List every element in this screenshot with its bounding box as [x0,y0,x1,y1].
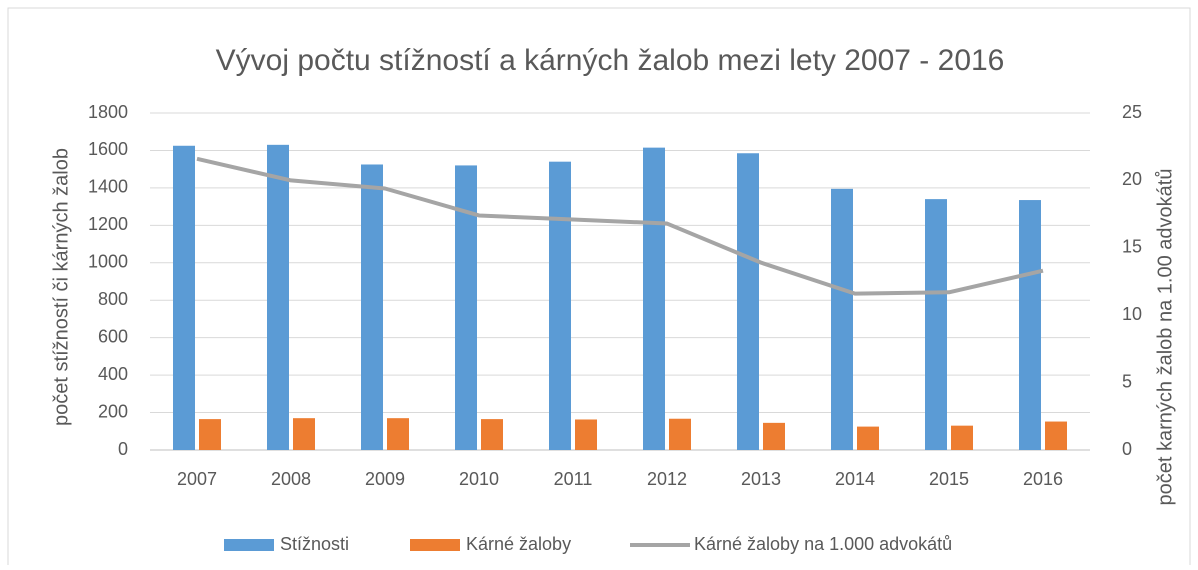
y-tick-label: 1800 [88,102,128,122]
x-tick-label: 2014 [835,469,875,489]
y2-axis-title: počet karných žalob na 1.00 advokátů [1154,169,1176,506]
y-tick-label: 600 [98,326,128,346]
legend-swatch [410,539,460,551]
legend-swatch [224,539,274,551]
y-tick-label: 200 [98,401,128,421]
line [196,156,1044,296]
y-tick-label: 1000 [88,252,128,272]
x-tick-label: 2012 [647,469,687,489]
bar [763,422,785,450]
y-tick-label: 800 [98,289,128,309]
x-tick-label: 2015 [929,469,969,489]
bar [857,426,879,450]
bar [199,419,221,450]
y2-tick-label: 25 [1122,102,1142,122]
bar [267,144,289,451]
bar [951,425,973,450]
bar [831,188,853,450]
bar [361,164,383,450]
y-tick-label: 1200 [88,214,128,234]
y2-tick-label: 20 [1122,169,1142,189]
y2-tick-label: 15 [1122,237,1142,257]
bar [455,165,477,450]
chart-title: Vývoj počtu stížností a kárných žalob me… [216,44,1005,77]
bar [387,418,409,450]
y-tick-label: 1600 [88,139,128,159]
y2-tick-label: 0 [1122,439,1132,459]
legend-label: Stížnosti [280,534,349,554]
y2-tick-label: 5 [1122,371,1132,391]
y-tick-label: 400 [98,364,128,384]
x-tick-label: 2013 [741,469,781,489]
bar [1019,200,1041,450]
bar [643,147,665,450]
x-tick-label: 2010 [459,469,499,489]
x-tick-label: 2016 [1023,469,1063,489]
bar [575,419,597,450]
bar [549,161,571,450]
y-axis-title: počet stížností či kárných žalob [50,148,72,426]
y-tick-label: 1400 [88,177,128,197]
bar [173,145,195,450]
legend-label: Kárné žaloby [466,534,571,554]
bar [669,418,691,450]
bar [925,199,947,450]
y2-tick-label: 10 [1122,304,1142,324]
bar [1045,421,1067,450]
x-tick-label: 2007 [177,469,217,489]
bar [737,153,759,450]
x-tick-label: 2011 [554,469,593,489]
bar [293,418,315,450]
bar [481,419,503,450]
y-tick-label: 0 [118,439,128,459]
x-tick-label: 2009 [365,469,405,489]
x-tick-label: 2008 [271,469,311,489]
legend-label: Kárné žaloby na 1.000 advokátů [694,534,952,554]
